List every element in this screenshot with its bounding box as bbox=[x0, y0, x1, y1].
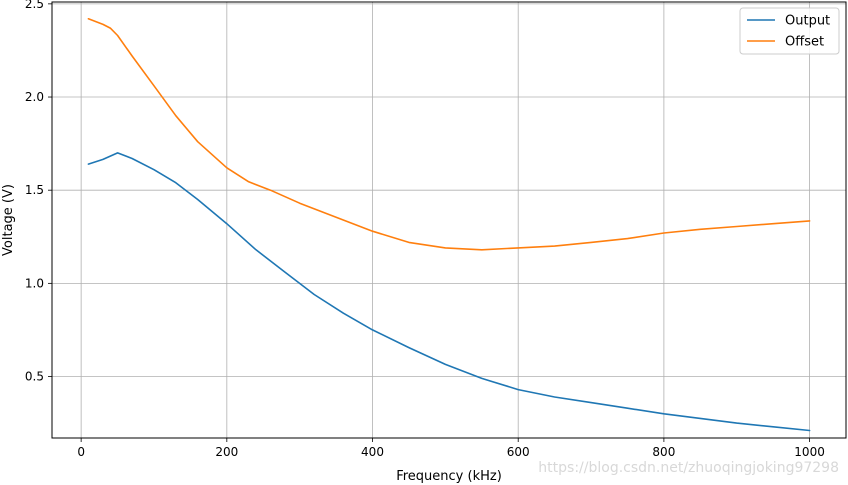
y-axis-label: Voltage (V) bbox=[1, 184, 16, 256]
y-tick-label: 2.0 bbox=[25, 90, 44, 104]
legend-label-output: Output bbox=[785, 14, 830, 29]
legend: Output Offset bbox=[739, 7, 840, 55]
y-tick-label: 1.5 bbox=[25, 183, 44, 197]
grid bbox=[52, 2, 846, 438]
x-axis-label: Frequency (kHz) bbox=[396, 469, 502, 484]
x-tick-label: 800 bbox=[652, 445, 675, 459]
series-line-offset bbox=[87, 17, 811, 251]
axis-ticks: 0 200 400 600 800 1000 0.5 1.0 1.5 2.0 2.5 bbox=[25, 0, 825, 459]
x-tick-label: 1000 bbox=[794, 445, 825, 459]
x-tick-label: 400 bbox=[361, 445, 384, 459]
plot-background bbox=[52, 2, 846, 438]
x-tick-label: 0 bbox=[77, 445, 85, 459]
series-line-output bbox=[87, 152, 811, 432]
series-lines bbox=[87, 17, 811, 432]
y-tick-label: 2.5 bbox=[25, 0, 44, 11]
legend-label-offset: Offset bbox=[785, 35, 824, 50]
x-tick-label: 200 bbox=[215, 445, 238, 459]
watermark: https://blog.csdn.net/zhuoqingjoking9729… bbox=[538, 460, 839, 476]
plot-frame bbox=[51, 1, 847, 439]
x-tick-label: 600 bbox=[507, 445, 530, 459]
y-tick-label: 0.5 bbox=[25, 370, 44, 384]
y-tick-label: 1.0 bbox=[25, 276, 44, 290]
